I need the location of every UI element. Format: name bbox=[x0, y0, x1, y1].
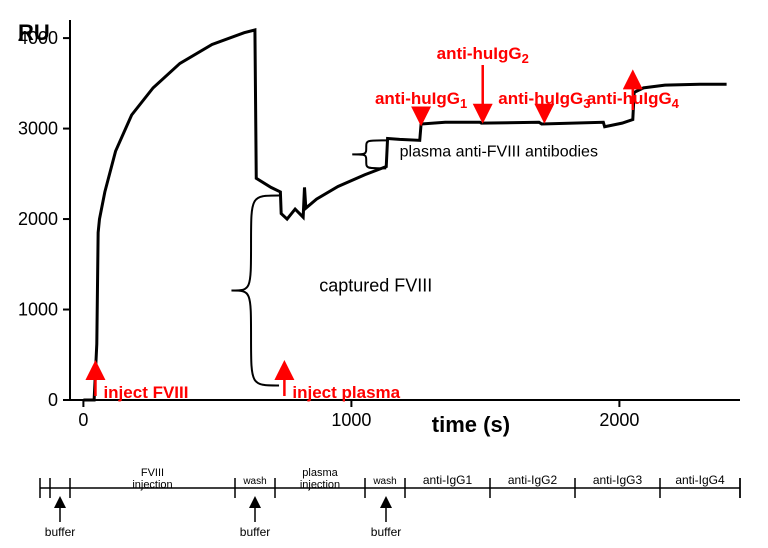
brace bbox=[352, 140, 386, 168]
y-tick-label: 0 bbox=[48, 390, 58, 410]
timeline-label: plasma bbox=[302, 467, 338, 479]
buffer-label: buffer bbox=[240, 525, 270, 539]
buffer-label: buffer bbox=[371, 525, 401, 539]
y-axis-label: RU bbox=[18, 20, 50, 45]
timeline-label: injection bbox=[300, 479, 340, 491]
timeline-label: anti-IgG3 bbox=[593, 473, 643, 487]
sensorgram-figure: 01000200030004000010002000RUtime (s)inje… bbox=[0, 0, 768, 548]
anti-igg-label: anti-huIgG2 bbox=[437, 44, 529, 66]
annotation-text: captured FVIII bbox=[319, 275, 432, 295]
y-tick-label: 1000 bbox=[18, 300, 58, 320]
annotation-text: plasma anti-FVIII antibodies bbox=[400, 144, 598, 161]
x-tick-label: 1000 bbox=[331, 410, 371, 430]
anti-igg-label: anti-huIgG3 bbox=[498, 89, 590, 111]
timeline-label: anti-IgG1 bbox=[423, 473, 473, 487]
timeline-label: FVIII bbox=[141, 467, 164, 479]
timeline-label: anti-IgG4 bbox=[675, 473, 725, 487]
x-tick-label: 0 bbox=[78, 410, 88, 430]
y-tick-label: 3000 bbox=[18, 119, 58, 139]
timeline-label: wash bbox=[242, 476, 266, 487]
sensorgram-curve bbox=[83, 30, 726, 400]
timeline-label: injection bbox=[132, 479, 172, 491]
y-tick-label: 2000 bbox=[18, 209, 58, 229]
timeline-label: wash bbox=[372, 476, 396, 487]
chart-svg: 01000200030004000010002000RUtime (s)inje… bbox=[0, 0, 768, 548]
inject-label: inject plasma bbox=[292, 383, 400, 402]
x-axis-label: time (s) bbox=[432, 412, 510, 437]
brace bbox=[231, 196, 279, 386]
anti-igg-label: anti-huIgG1 bbox=[375, 89, 467, 111]
buffer-label: buffer bbox=[45, 525, 75, 539]
timeline-label: anti-IgG2 bbox=[508, 473, 558, 487]
x-tick-label: 2000 bbox=[599, 410, 639, 430]
inject-label: inject FVIII bbox=[103, 383, 188, 402]
